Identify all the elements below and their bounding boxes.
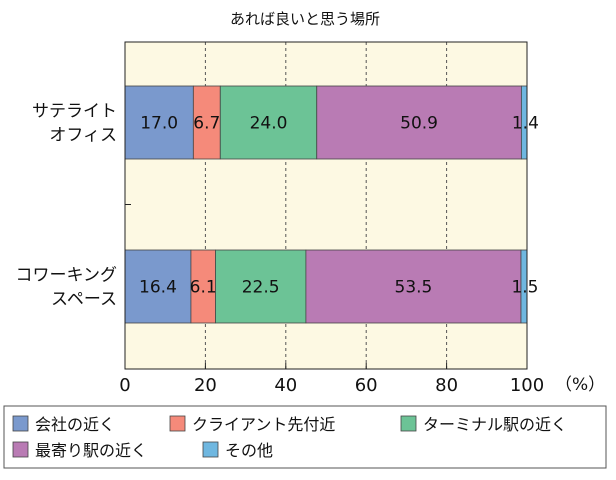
bar-segment <box>192 85 221 160</box>
x-tick-label: 80 <box>435 375 458 396</box>
x-tick-label: 20 <box>194 375 217 396</box>
chart-title: あれば良いと思う場所 <box>230 10 380 28</box>
legend-label: クライアント先付近 <box>192 415 335 434</box>
data-label: 22.5 <box>242 278 280 298</box>
data-label: 6.1 <box>190 278 217 298</box>
data-label: 50.9 <box>400 114 438 134</box>
bar-segment <box>316 85 522 160</box>
data-label: 16.4 <box>139 278 177 298</box>
bar-segment <box>305 249 522 324</box>
data-label: 24.0 <box>250 114 288 134</box>
x-tick-label: 60 <box>355 375 378 396</box>
legend-label: 最寄り駅の近く <box>35 441 147 460</box>
data-label: 1.4 <box>512 114 539 134</box>
legend-swatch <box>12 415 29 432</box>
legend-swatch <box>169 415 186 432</box>
legend-swatch <box>202 441 219 458</box>
legend-frame <box>3 405 607 469</box>
legend-swatch <box>12 441 29 458</box>
x-tick-label: 40 <box>274 375 297 396</box>
bar-segment <box>124 249 192 324</box>
category-label: コワーキング <box>16 266 118 286</box>
legend-label: ターミナル駅の近く <box>423 415 567 434</box>
data-label: 1.5 <box>511 278 538 298</box>
bar-segment <box>219 85 318 160</box>
bar-segment <box>215 249 307 324</box>
legend-label: その他 <box>225 441 273 460</box>
legend-swatch <box>400 415 417 432</box>
legend-label: 会社の近く <box>35 415 115 434</box>
category-label: サテライト <box>32 102 117 122</box>
x-tick-label: 0 <box>119 375 130 396</box>
x-tick-label: 100 <box>510 375 544 396</box>
category-label: オフィス <box>49 126 117 146</box>
data-label: 53.5 <box>395 278 433 298</box>
category-label: スペース <box>51 290 117 310</box>
data-label: 6.7 <box>193 114 220 134</box>
x-axis-unit: （%） <box>555 375 605 395</box>
plot-area: 17.0 6.7 24.0 50.9 1.4 16.4 6.1 22.5 53.5 1.5 サテライ… <box>16 41 605 396</box>
bar-segment <box>190 249 216 324</box>
data-label: 17.0 <box>140 114 178 134</box>
plot-frame <box>124 41 528 370</box>
